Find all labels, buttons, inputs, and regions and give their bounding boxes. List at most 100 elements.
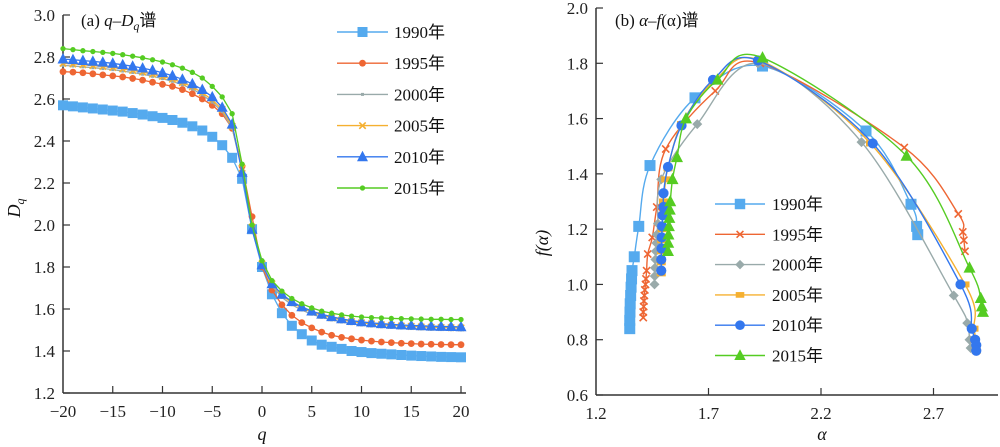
chart-a-point — [448, 316, 454, 323]
chart-b-point — [625, 281, 637, 293]
chart-a-point — [219, 94, 225, 100]
chart-a-point — [186, 77, 198, 89]
chart-a-point — [316, 339, 327, 350]
chart-a-point — [119, 73, 127, 81]
chart-b-point — [756, 51, 769, 63]
chart-a-legend-marker — [358, 121, 367, 130]
chart-a-point — [326, 310, 338, 322]
chart-b-legend-label: 1990年 — [772, 195, 823, 214]
chart-a-point — [179, 86, 186, 93]
chart-b-point — [649, 279, 660, 290]
chart-b-point — [626, 265, 638, 277]
chart-b-legend: 1990年 1995年 2000年 2005年 2010年 2015年 — [715, 195, 823, 366]
chart-b-xtick-label: 1.7 — [698, 404, 720, 423]
chart-b-legend-label: 2010年 — [772, 316, 823, 335]
chart-a-point — [395, 318, 407, 330]
chart-b-point — [642, 266, 651, 275]
chart-a-point — [99, 71, 107, 79]
chart-b-xlabel: α — [817, 424, 827, 444]
chart-a-point — [299, 301, 305, 307]
chart-b-point — [662, 244, 674, 257]
chart-a-point — [151, 74, 155, 78]
chart-a-point — [336, 312, 348, 324]
chart-a-point — [348, 335, 355, 343]
chart-a-point — [169, 83, 176, 90]
chart-b-point — [860, 125, 872, 137]
chart-a-point — [109, 72, 117, 80]
chart-b-point — [692, 119, 703, 130]
chart-b-axes: 0.6 0.8 1.0 1.2 1.4 1.6 1.8 2.0 1.2 1.7 2.2 2.7 — [567, 0, 998, 423]
chart-a-legend-label: 1995年 — [394, 54, 445, 73]
chart-a-point — [405, 319, 417, 330]
chart-b-point — [966, 323, 977, 334]
chart-b-series-2015年 — [662, 51, 989, 317]
chart-a-point — [58, 100, 68, 111]
chart-a-point — [97, 104, 108, 115]
chart-a-point — [266, 289, 277, 300]
chart-a-point — [59, 68, 67, 76]
chart-a-point — [180, 83, 184, 87]
chart-a-point — [67, 53, 79, 65]
chart-a-legend-label: 1990年 — [394, 23, 445, 42]
chart-a-ytick-label: 2.4 — [34, 132, 56, 151]
chart-b-point — [905, 198, 917, 210]
chart-b-point — [663, 211, 676, 223]
chart-a-point — [386, 349, 397, 360]
chart-b-point — [664, 194, 677, 207]
chart-b-point — [624, 314, 636, 326]
chart-b-ylabel: f(α) — [532, 230, 553, 256]
chart-a-point — [415, 319, 427, 331]
chart-a-point — [110, 50, 116, 57]
chart-b-xtick-label: 1.2 — [585, 404, 606, 423]
chart-a-point — [176, 73, 188, 84]
chart-b-point — [658, 188, 669, 199]
chart-b-point — [624, 298, 636, 310]
chart-a-point — [239, 161, 245, 167]
chart-a-legend-marker — [361, 92, 364, 96]
chart-b-point — [948, 290, 959, 301]
chart-b-series-1990年 — [624, 60, 924, 335]
chart-a-point — [189, 69, 196, 75]
chart-a-point — [170, 79, 174, 83]
chart-b-legend-marker — [735, 320, 745, 331]
chart-a-point — [279, 288, 285, 294]
chart-a-legend-label: 2015年 — [394, 179, 445, 198]
chart-a-point — [159, 80, 166, 88]
chart-a-legend-label: 2010年 — [394, 148, 445, 167]
chart-b-point — [641, 274, 651, 284]
chart-a-point — [388, 315, 395, 322]
chart-a-point — [67, 101, 78, 112]
chart-a-point — [417, 340, 425, 348]
chart-a-ylabel: Dq — [4, 199, 27, 219]
chart-a-point — [425, 320, 437, 331]
chart-a-point — [87, 103, 98, 114]
chart-a-point — [97, 56, 109, 67]
chart-b-point — [711, 73, 724, 85]
chart-a-point — [100, 49, 106, 56]
chart-a-point — [365, 316, 377, 328]
chart-a-legend-item: 2005年 — [337, 117, 445, 136]
chart-a-point — [338, 333, 345, 341]
chart-a-point — [308, 324, 316, 332]
chart-a-point — [206, 90, 218, 102]
chart-a-point — [70, 46, 76, 53]
chart-a-point — [387, 339, 395, 346]
chart-a-point — [296, 329, 307, 340]
chart-a-point — [121, 69, 125, 73]
chart-a-point — [385, 318, 397, 329]
chart-a-point — [458, 316, 464, 323]
chart-b-point — [977, 305, 989, 317]
chart-a-xtick-label: 10 — [353, 402, 370, 421]
chart-a-ytick-label: 1.4 — [34, 342, 56, 361]
chart-a-point — [346, 346, 357, 356]
chart-b-point — [662, 228, 675, 240]
chart-a-point — [196, 83, 208, 94]
chart-a-ytick-label: 2.0 — [34, 216, 55, 235]
chart-b-point — [656, 265, 667, 276]
chart-a-point — [167, 115, 178, 125]
chart-b-legend-label: 2000年 — [772, 256, 823, 275]
chart-a-xtick-label: 20 — [453, 402, 470, 421]
chart-a-point — [309, 305, 315, 311]
chart-a-point — [107, 57, 119, 68]
chart-a-xtick-label: −5 — [203, 402, 221, 421]
